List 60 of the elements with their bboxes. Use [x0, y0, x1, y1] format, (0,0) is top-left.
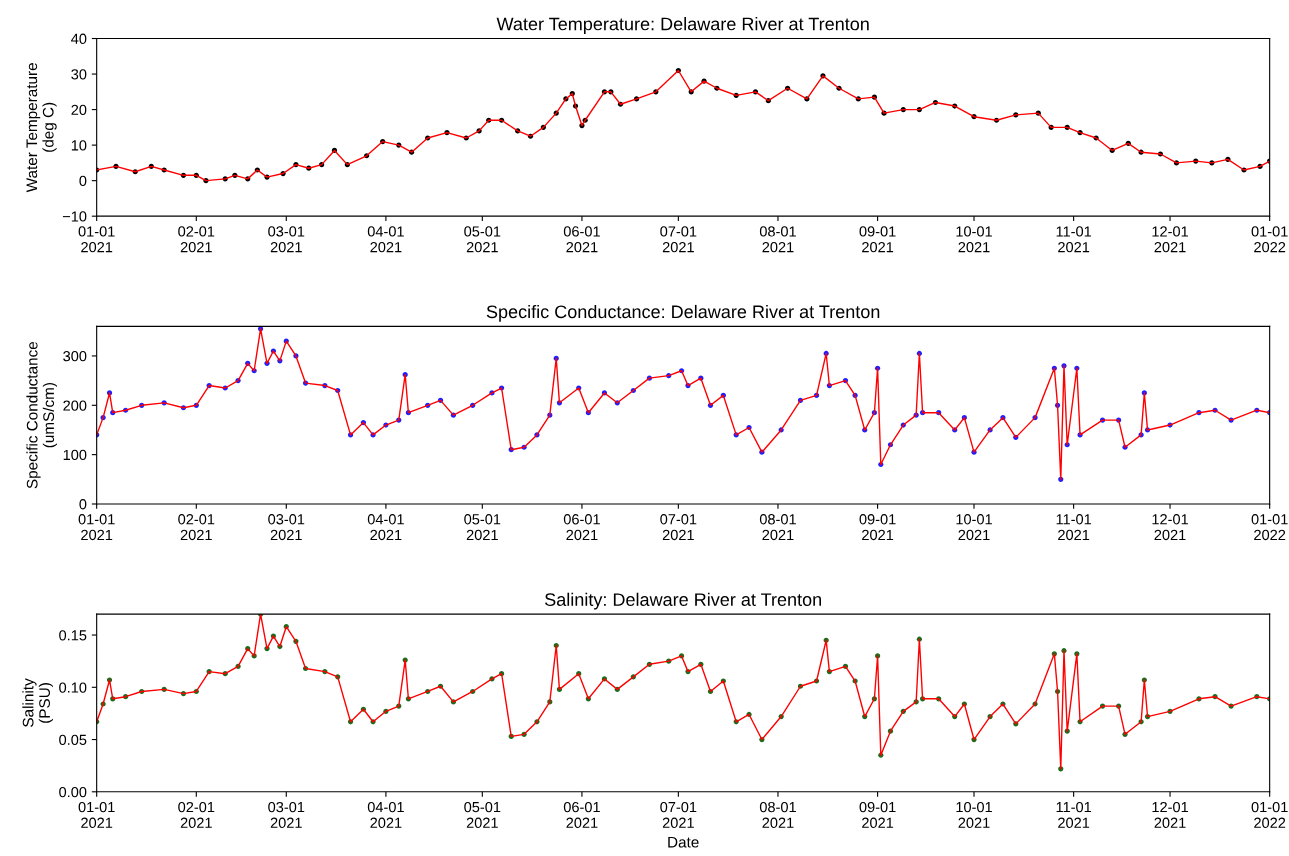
y-tick-label: 10 — [71, 140, 87, 151]
x-tick-label: 10-01 2021 — [956, 226, 992, 253]
x-tick-label: 02-01 2021 — [178, 514, 215, 541]
y-tick-label: 40 — [71, 33, 87, 44]
x-tick-label: 12-01 2021 — [1152, 514, 1188, 541]
chart-title: Water Temperature: Delaware River at Trenton — [496, 17, 869, 34]
y-tick-label: 300 — [63, 351, 87, 362]
x-tick-label: 10-01 2021 — [956, 514, 992, 541]
x-tick-label: 05-01 2021 — [464, 226, 501, 253]
y-axis-title: Water Temperature (deg C) — [26, 63, 57, 193]
x-tick-label: 08-01 2021 — [759, 801, 796, 828]
x-tick-label: 03-01 2021 — [268, 226, 305, 253]
x-tick-label: 12-01 2021 — [1152, 801, 1188, 828]
y-tick-label: 0.15 — [59, 630, 87, 641]
x-tick-label: 01-01 2021 — [78, 226, 115, 253]
x-tick-label: 01-01 2021 — [78, 514, 115, 541]
x-tick-label: 04-01 2021 — [367, 226, 404, 253]
x-tick-label: 05-01 2021 — [464, 514, 501, 541]
x-tick-label: 11-01 2021 — [1056, 226, 1092, 253]
x-tick-label: 02-01 2021 — [178, 226, 215, 253]
y-tick-label: −10 — [62, 211, 87, 222]
x-tick-label: 02-01 2021 — [178, 801, 215, 828]
x-tick-label: 10-01 2021 — [956, 801, 992, 828]
x-tick-label: 01-01 2022 — [1251, 514, 1288, 541]
x-tick-label: 09-01 2021 — [859, 514, 896, 541]
x-tick-label: 05-01 2021 — [464, 801, 501, 828]
x-tick-label: 01-01 2022 — [1251, 801, 1288, 828]
x-tick-label: 11-01 2021 — [1056, 801, 1092, 828]
x-tick-label: 01-01 2021 — [78, 801, 115, 828]
x-tick-label: 01-01 2022 — [1251, 226, 1288, 253]
y-axis-title: Salinity (PSU) — [22, 678, 54, 727]
x-tick-label: 06-01 2021 — [563, 801, 600, 828]
x-tick-label: 07-01 2021 — [660, 801, 697, 828]
x-tick-label: 07-01 2021 — [660, 226, 697, 253]
x-tick-label: 08-01 2021 — [759, 226, 796, 253]
y-tick-label: 0 — [79, 175, 87, 187]
x-tick-label: 06-01 2021 — [563, 226, 600, 253]
y-tick-label: 200 — [63, 400, 87, 411]
x-tick-label: 04-01 2021 — [367, 801, 404, 828]
y-tick-label: 0.05 — [59, 734, 87, 745]
y-tick-label: 30 — [71, 69, 87, 80]
chart-title: Specific Conductance: Delaware River at Trenton — [486, 304, 880, 322]
x-tick-label: 12-01 2021 — [1152, 226, 1188, 253]
y-tick-label: 0.00 — [59, 786, 87, 798]
x-axis-title: Date — [668, 836, 699, 848]
x-tick-label: 03-01 2021 — [268, 801, 305, 828]
y-tick-label: 100 — [63, 449, 87, 461]
x-tick-label: 09-01 2021 — [859, 801, 896, 828]
x-tick-label: 11-01 2021 — [1056, 514, 1092, 541]
y-tick-label: 0.10 — [59, 682, 87, 693]
chart-title: Salinity: Delaware River at Trenton — [545, 592, 821, 610]
x-tick-label: 04-01 2021 — [367, 514, 404, 541]
x-tick-label: 03-01 2021 — [268, 514, 305, 541]
y-tick-label: 0 — [79, 499, 87, 510]
x-tick-label: 06-01 2021 — [563, 514, 600, 541]
x-tick-label: 08-01 2021 — [759, 514, 796, 541]
x-tick-label: 07-01 2021 — [660, 514, 697, 541]
y-tick-label: 20 — [71, 104, 87, 116]
x-tick-label: 09-01 2021 — [859, 226, 896, 253]
y-axis-title: Specific Conductance (umS/cm) — [26, 341, 58, 489]
